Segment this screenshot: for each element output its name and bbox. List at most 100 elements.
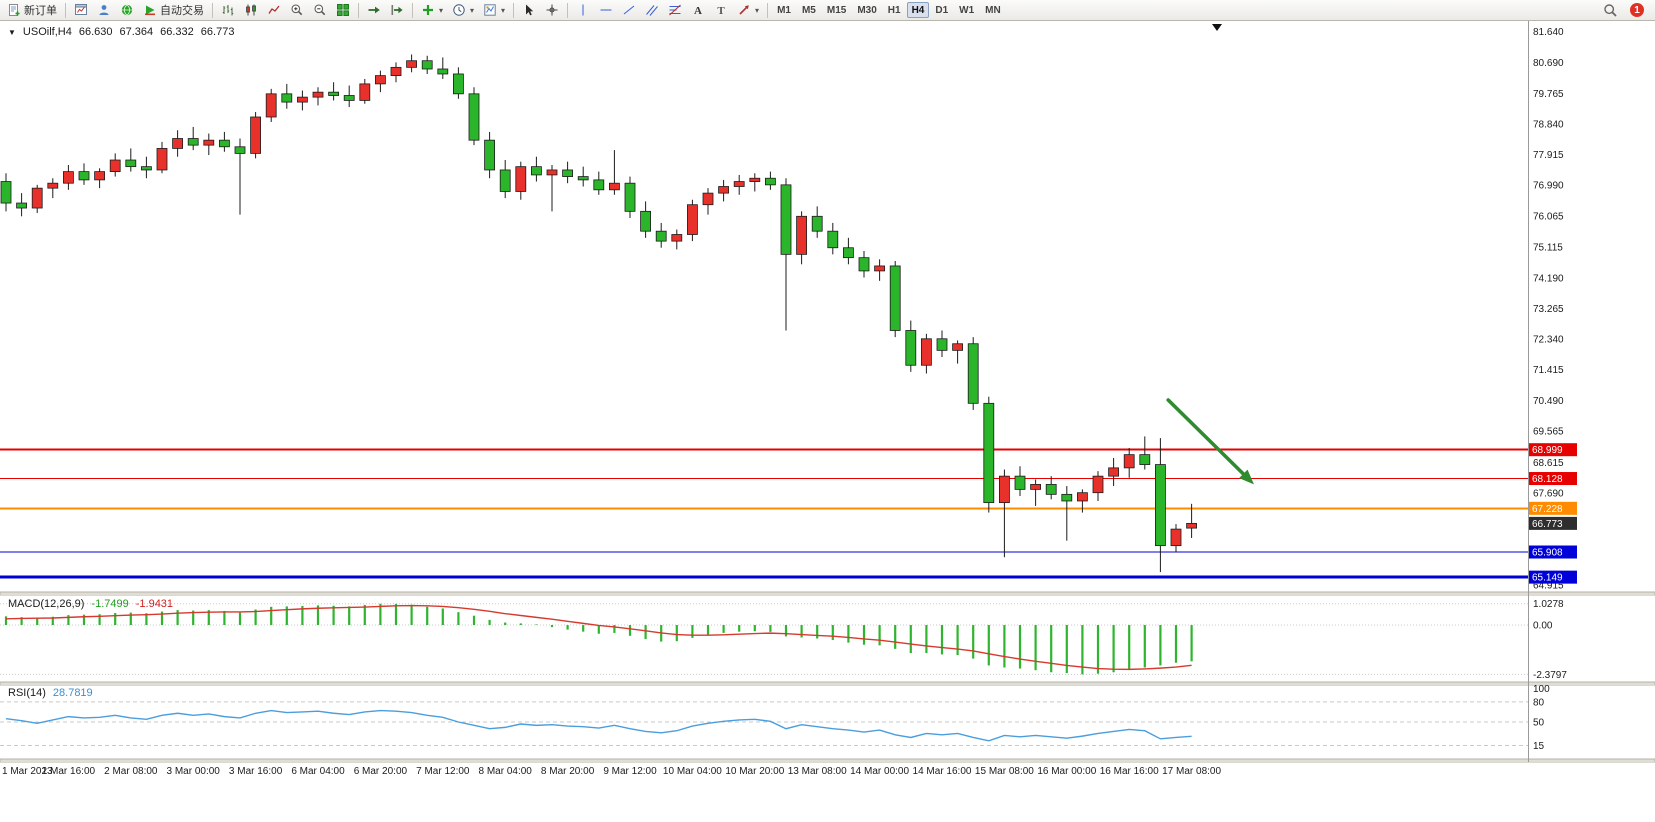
timeframe-m5-button[interactable]: M5 <box>801 4 816 16</box>
svg-text:1 Mar 2023: 1 Mar 2023 <box>2 766 53 777</box>
svg-text:72.340: 72.340 <box>1533 335 1564 346</box>
svg-text:65.908: 65.908 <box>1532 548 1563 559</box>
svg-text:7 Mar 12:00: 7 Mar 12:00 <box>416 766 470 777</box>
toolbar-separator <box>767 2 769 18</box>
vertical-line-icon <box>582 4 584 16</box>
svg-text:2 Mar 08:00: 2 Mar 08:00 <box>104 766 158 777</box>
timeframe-m15-button[interactable]: M15 <box>826 4 847 16</box>
bar-chart-button[interactable] <box>217 1 239 19</box>
svg-text:76.065: 76.065 <box>1533 211 1564 222</box>
dropdown-caret-icon: ▾ <box>470 5 475 15</box>
fibonacci-button[interactable] <box>664 1 686 19</box>
chart-shift-button[interactable] <box>386 1 408 19</box>
timeframe-m1-button[interactable]: M1 <box>777 4 791 16</box>
vertical-line-button[interactable] <box>572 1 594 19</box>
templates-button[interactable]: ▾ <box>479 1 509 19</box>
toolbar-separator <box>567 2 569 18</box>
svg-text:16 Mar 00:00: 16 Mar 00:00 <box>1037 766 1096 777</box>
channel-icon <box>646 5 658 16</box>
chart-window-icon <box>75 4 87 15</box>
channel-button[interactable] <box>641 1 663 19</box>
price-tags: 68.999 68.128 67.228 65.908 65.149 66.773 <box>1529 443 1577 584</box>
zoom-out-icon <box>314 4 326 16</box>
auto-scroll-button[interactable] <box>363 1 385 19</box>
chart-region: 81.640 80.690 79.765 78.840 77.915 76.990 76.0… <box>0 21 1655 822</box>
trendline-button[interactable] <box>618 1 640 19</box>
svg-text:-2.3797: -2.3797 <box>1533 670 1567 681</box>
svg-text:15: 15 <box>1533 741 1545 752</box>
chart-window-button[interactable] <box>70 1 92 19</box>
arrows-button[interactable]: ▾ <box>733 1 763 19</box>
zoom-in-button[interactable] <box>286 1 308 19</box>
chart-canvas[interactable]: 81.640 80.690 79.765 78.840 77.915 76.990 76.0… <box>0 21 1655 822</box>
cursor-button[interactable] <box>518 1 540 19</box>
text-label-icon: T <box>717 5 725 17</box>
svg-text:67.690: 67.690 <box>1533 489 1564 500</box>
chart-shift-marker-icon[interactable] <box>1212 24 1222 31</box>
zoom-in-icon <box>291 4 303 16</box>
clock-icon <box>453 4 465 16</box>
tile-windows-button[interactable] <box>332 1 354 19</box>
news-button[interactable] <box>116 1 138 19</box>
template-icon <box>484 4 496 16</box>
indicators-button[interactable]: ▾ <box>417 1 447 19</box>
svg-text:14 Mar 16:00: 14 Mar 16:00 <box>913 766 972 777</box>
timeframe-h1-button[interactable]: H1 <box>887 4 901 16</box>
horizontal-line-icon <box>600 9 612 11</box>
chart-shift-icon <box>391 5 403 15</box>
timeframe-h4-button[interactable]: H4 <box>906 2 930 18</box>
svg-text:15 Mar 08:00: 15 Mar 08:00 <box>975 766 1034 777</box>
svg-text:14 Mar 00:00: 14 Mar 00:00 <box>850 766 909 777</box>
cursor-icon <box>526 4 534 16</box>
price-axis[interactable]: 81.640 80.690 79.765 78.840 77.915 76.990 76.0… <box>1528 21 1565 762</box>
horizontal-line-objects[interactable] <box>0 448 1528 579</box>
svg-text:68.999: 68.999 <box>1532 445 1563 456</box>
periods-button[interactable]: ▾ <box>448 1 478 19</box>
community-button[interactable] <box>93 1 115 19</box>
add-indicator-icon <box>423 5 433 15</box>
line-chart-icon <box>268 5 280 14</box>
timeframe-m30-button[interactable]: M30 <box>857 4 877 16</box>
svg-text:73.265: 73.265 <box>1533 304 1564 315</box>
line-chart-button[interactable] <box>263 1 285 19</box>
svg-text:68.128: 68.128 <box>1532 474 1563 485</box>
svg-text:10 Mar 20:00: 10 Mar 20:00 <box>725 766 784 777</box>
svg-text:A: A <box>694 5 702 17</box>
timeframe-d1-button[interactable]: D1 <box>935 4 949 16</box>
dropdown-caret-icon: ▾ <box>439 5 444 15</box>
bar-chart-icon <box>222 5 234 16</box>
panel-separators[interactable] <box>0 591 1655 763</box>
svg-text:75.115: 75.115 <box>1533 243 1563 254</box>
notification-badge[interactable]: 1 <box>1630 3 1644 17</box>
dropdown-caret-icon: ▾ <box>501 5 506 15</box>
svg-text:69.565: 69.565 <box>1533 426 1564 437</box>
toolbar-separator <box>358 2 359 18</box>
svg-text:80.690: 80.690 <box>1533 58 1564 69</box>
horizontal-line-button[interactable] <box>595 1 617 19</box>
svg-text:6 Mar 20:00: 6 Mar 20:00 <box>354 766 408 777</box>
timeframe-mn-button[interactable]: MN <box>985 4 1001 16</box>
svg-text:1 Mar 16:00: 1 Mar 16:00 <box>42 766 96 777</box>
tile-windows-icon <box>337 4 349 16</box>
search-icon <box>1604 3 1617 17</box>
timeframe-w1-button[interactable]: W1 <box>959 4 975 16</box>
svg-text:17 Mar 08:00: 17 Mar 08:00 <box>1162 766 1221 777</box>
arrow-annotation[interactable] <box>1166 398 1254 485</box>
search-button[interactable] <box>1599 1 1622 19</box>
zoom-out-button[interactable] <box>309 1 331 19</box>
autotrading-button[interactable]: 自动交易 <box>139 1 208 19</box>
candlestick-icon <box>246 4 256 16</box>
svg-text:65.149: 65.149 <box>1532 573 1563 584</box>
svg-text:80: 80 <box>1533 697 1545 708</box>
svg-text:10 Mar 04:00: 10 Mar 04:00 <box>663 766 722 777</box>
svg-text:9 Mar 12:00: 9 Mar 12:00 <box>603 766 657 777</box>
autotrading-label: 自动交易 <box>160 5 204 17</box>
candlestick-button[interactable] <box>240 1 262 19</box>
text-label-button[interactable]: T <box>710 1 732 19</box>
crosshair-button[interactable] <box>541 1 563 19</box>
svg-text:71.415: 71.415 <box>1533 365 1564 376</box>
text-button[interactable]: A <box>687 1 709 19</box>
new-order-button[interactable]: 新订单 <box>3 1 61 19</box>
